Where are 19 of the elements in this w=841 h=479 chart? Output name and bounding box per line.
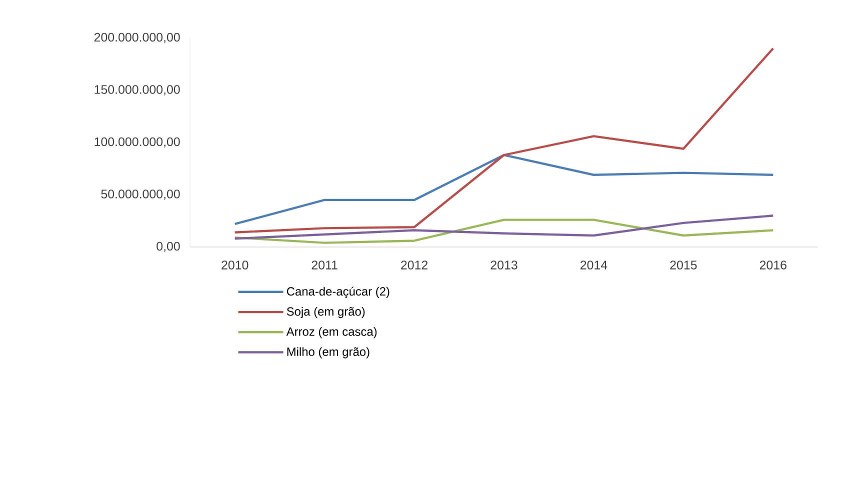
line-series [234, 218, 774, 244]
legend-label: Milho (em grão) [287, 347, 370, 358]
y-tick-label: 150.000.000,00 [94, 85, 180, 96]
y-tick-label: 0,00 [156, 242, 180, 252]
line-series [234, 154, 774, 226]
y-tick-label: 200.000.000,00 [94, 32, 180, 44]
y-tick-label: 50.000.000,00 [101, 190, 180, 200]
x-tick-label: 2014 [580, 260, 608, 270]
x-tick-label: 2011 [312, 260, 338, 270]
x-tick-label: 2015 [670, 260, 697, 270]
x-tick-label: 2010 [222, 260, 248, 270]
y-tick-label: 100.000.000,00 [94, 137, 180, 148]
legend-label: Arroz (em casca) [286, 327, 377, 338]
x-tick-label: 2012 [401, 260, 428, 270]
legend-label: Soja (em grão) [286, 306, 365, 318]
legend-label: Cana-de-açúcar (2) [286, 286, 390, 298]
x-tick-label: 2016 [760, 260, 786, 270]
line-series [234, 47, 774, 234]
x-tick-label: 2013 [490, 260, 518, 270]
